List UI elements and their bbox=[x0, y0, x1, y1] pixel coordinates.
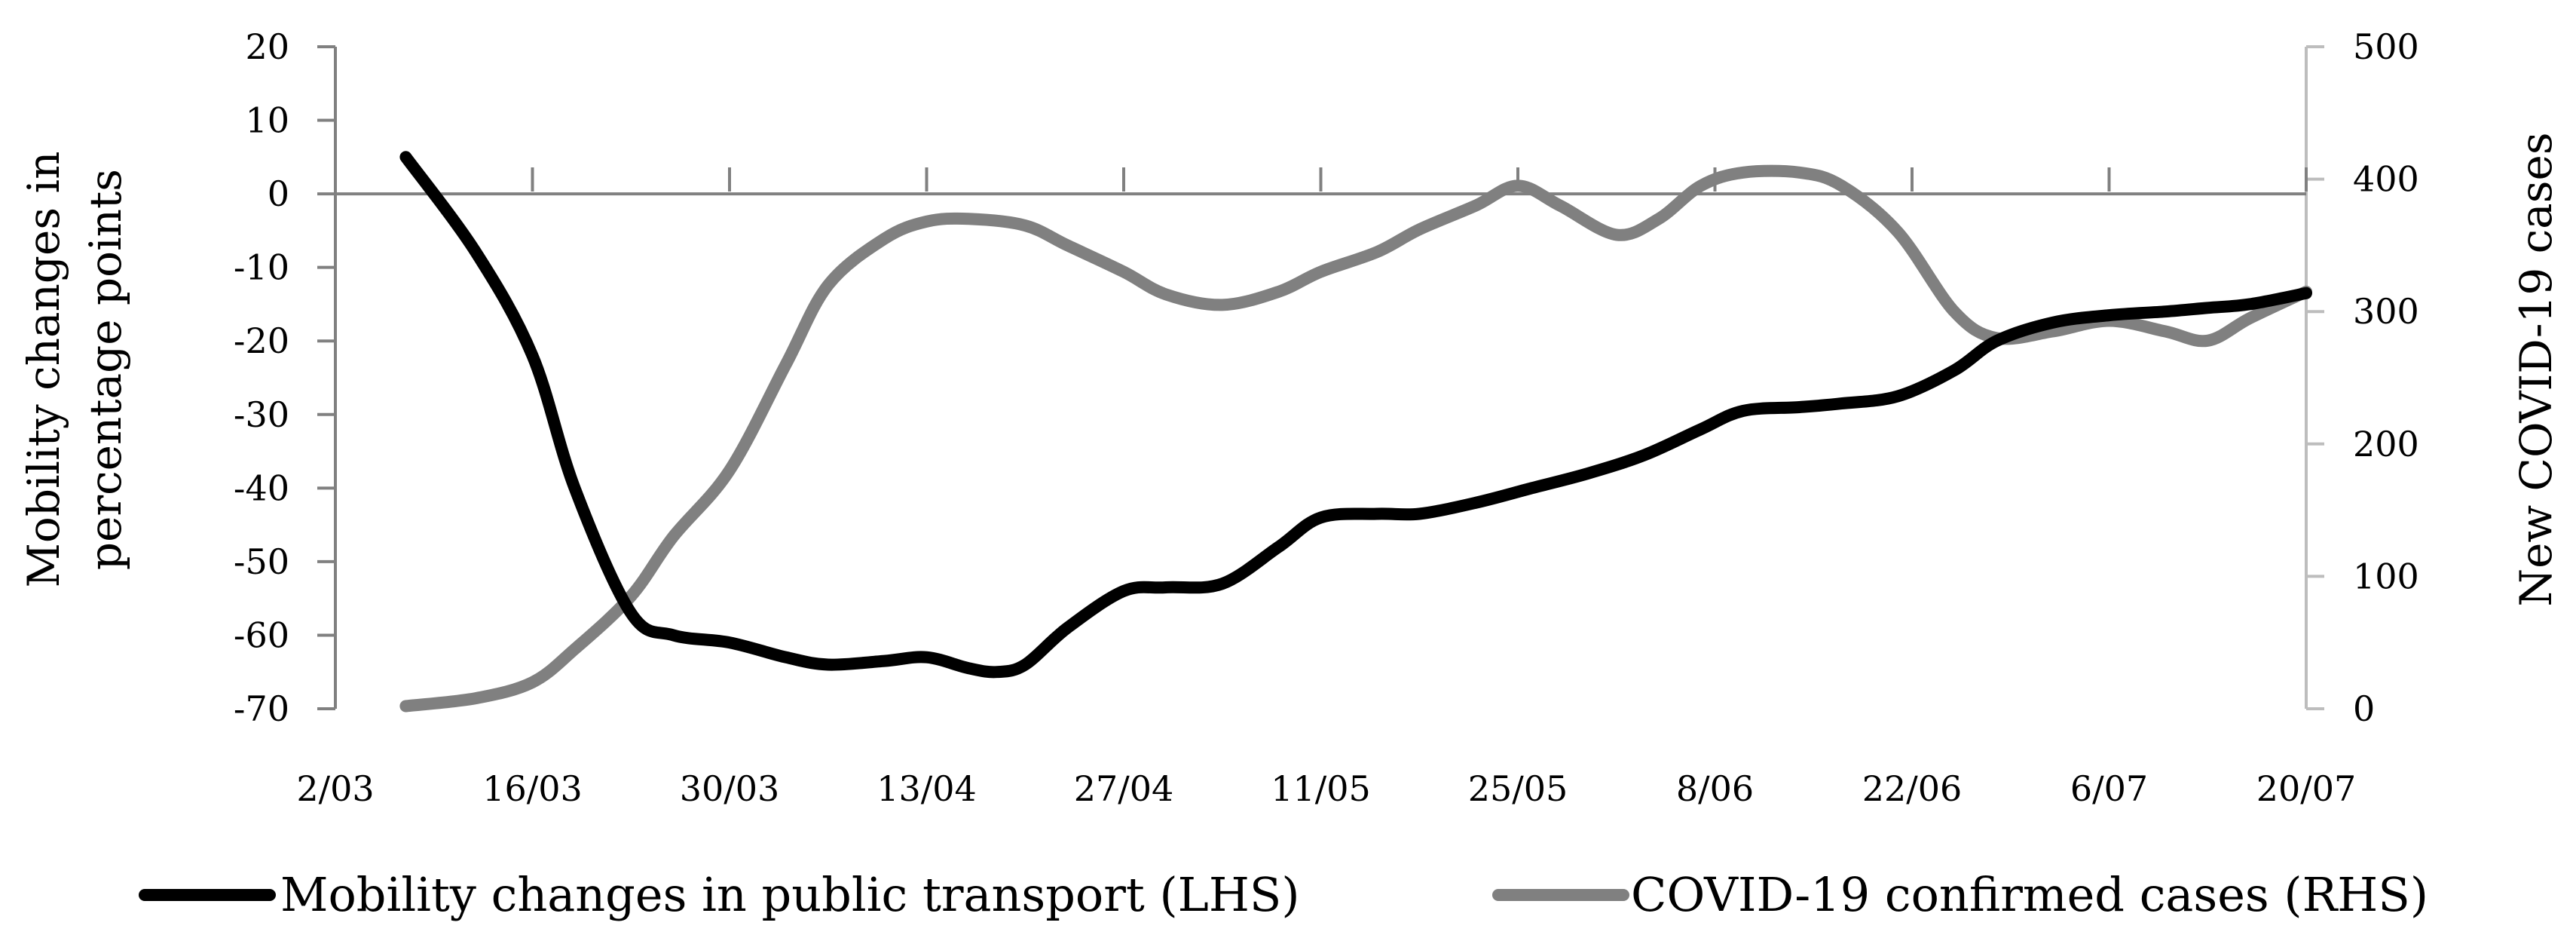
series-lines bbox=[399, 151, 2312, 713]
series-line-covid bbox=[399, 164, 2312, 713]
right-tick-label: 500 bbox=[2353, 26, 2419, 67]
x-tick-label: 22/06 bbox=[1862, 768, 1963, 809]
left-tick-label: -50 bbox=[234, 541, 289, 582]
x-tick-label: 27/04 bbox=[1074, 768, 1174, 809]
left-tick-label: -20 bbox=[234, 320, 289, 361]
right-tick-label: 300 bbox=[2353, 291, 2419, 332]
right-axis-tick-labels: 500 400 300 200 100 0 bbox=[2353, 26, 2419, 729]
left-tick-label: -30 bbox=[234, 394, 289, 435]
x-axis-tick-labels: 2/03 16/03 30/03 13/04 27/04 11/05 25/05 8/06 22… bbox=[296, 768, 2356, 809]
right-tick-label: 100 bbox=[2353, 556, 2419, 596]
legend-label-covid: COVID-19 confirmed cases (RHS) bbox=[1631, 867, 2428, 922]
series-line-mobility bbox=[399, 151, 2312, 679]
left-tick-label: -40 bbox=[234, 467, 289, 508]
x-tick-label: 13/04 bbox=[877, 768, 977, 809]
x-tick-label: 25/05 bbox=[1468, 768, 1568, 809]
axes bbox=[317, 45, 2324, 710]
left-tick-label: -60 bbox=[234, 615, 289, 655]
right-tick-label: 200 bbox=[2353, 424, 2419, 464]
x-tick-label: 30/03 bbox=[680, 768, 780, 809]
left-tick-label: 0 bbox=[268, 173, 289, 214]
left-tick-label: 10 bbox=[245, 100, 289, 141]
left-tick-label: -70 bbox=[234, 688, 289, 729]
left-axis-title-line-1: Mobility changes in bbox=[18, 152, 69, 588]
left-axis-title-line-2: percentage points bbox=[80, 169, 131, 570]
left-tick-label: 20 bbox=[245, 26, 289, 67]
left-tick-label: -10 bbox=[234, 247, 289, 288]
x-tick-label: 8/06 bbox=[1676, 768, 1754, 809]
x-tick-label: 16/03 bbox=[482, 768, 583, 809]
right-tick-label: 400 bbox=[2353, 159, 2419, 200]
left-axis-tick-labels: 20 10 0 -10 -20 -30 -40 -50 -60 -70 bbox=[234, 26, 289, 729]
right-axis-title: New COVID-19 cases bbox=[2510, 132, 2562, 606]
x-tick-label: 2/03 bbox=[296, 768, 374, 809]
x-tick-label: 6/07 bbox=[2070, 768, 2148, 809]
legend-label-mobility: Mobility changes in public transport (LH… bbox=[280, 867, 1300, 922]
legend: Mobility changes in public transport (LH… bbox=[139, 867, 2428, 922]
right-tick-label: 0 bbox=[2353, 688, 2375, 729]
x-tick-label: 11/05 bbox=[1271, 768, 1371, 809]
x-tick-label: 20/07 bbox=[2256, 768, 2357, 809]
